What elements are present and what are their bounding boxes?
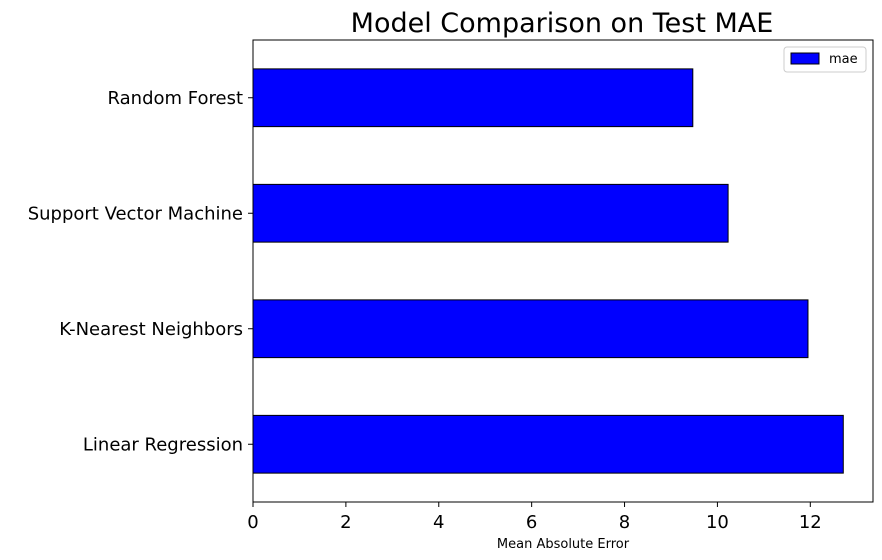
x-tick-label: 10: [706, 512, 729, 533]
y-tick-label: Random Forest: [108, 88, 243, 109]
chart-title: Model Comparison on Test MAE: [351, 8, 774, 39]
bar-random-forest: [252, 68, 694, 128]
x-tick-label: 6: [526, 512, 537, 533]
x-tick-label: 8: [619, 512, 630, 533]
bar-k-nearest-neighbors: [252, 299, 809, 359]
y-tick-label: K-Nearest Neighbors: [59, 319, 243, 340]
x-axis-ticks: 0 2 4 6 8 10 12: [247, 502, 822, 533]
y-tick-label: Linear Regression: [83, 434, 243, 455]
x-tick-label: 2: [340, 512, 351, 533]
y-tick-label: Support Vector Machine: [28, 203, 243, 224]
x-tick-label: 12: [799, 512, 822, 533]
x-tick-label: 4: [433, 512, 444, 533]
x-axis-label: Mean Absolute Error: [497, 537, 630, 552]
legend: mae: [783, 46, 867, 73]
bar-support-vector-machine: [252, 183, 729, 243]
bars-group: [252, 68, 844, 474]
plot-frame: [252, 39, 874, 503]
bar-linear-regression: [252, 414, 844, 474]
x-tick-label: 0: [247, 512, 258, 533]
legend-swatch: [790, 52, 820, 65]
y-axis-ticks: Random Forest Support Vector Machine K-Nea…: [28, 88, 253, 455]
legend-label: mae: [829, 52, 858, 67]
